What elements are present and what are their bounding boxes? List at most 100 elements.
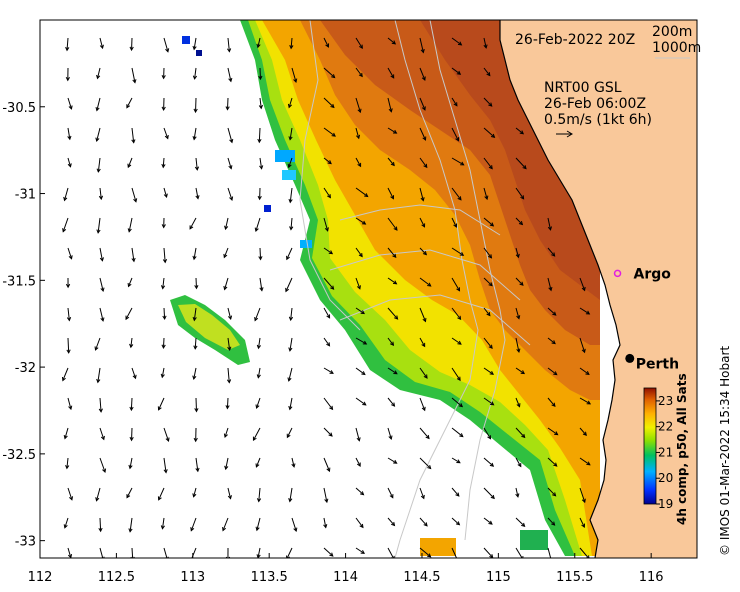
current-arrow-icon: [387, 307, 399, 320]
current-arrow-icon: [515, 367, 526, 375]
current-arrow-icon: [483, 247, 493, 259]
current-arrow-icon: [227, 67, 233, 83]
current-arrow-icon: [131, 367, 137, 380]
current-arrow-icon: [483, 307, 491, 317]
current-arrow-icon: [323, 217, 329, 232]
date-label: 26-Feb-2022 20Z: [515, 32, 635, 48]
current-arrow-icon: [323, 97, 335, 109]
current-arrow-icon: [226, 37, 232, 53]
current-arrow-icon: [67, 127, 72, 141]
current-arrow-icon: [355, 187, 369, 198]
current-arrow-icon: [483, 337, 493, 350]
current-arrow-icon: [95, 487, 101, 502]
current-arrow-icon: [419, 217, 426, 228]
current-arrow-icon: [66, 337, 71, 354]
current-arrow-icon: [483, 67, 491, 77]
current-arrow-icon: [515, 337, 521, 353]
current-arrow-icon: [451, 127, 460, 142]
current-arrow-icon: [515, 487, 520, 498]
current-arrow-icon: [67, 97, 73, 110]
current-arrow-icon: [323, 457, 331, 473]
current-arrow-icon: [579, 367, 590, 375]
current-arrow-icon: [547, 457, 558, 467]
current-arrow-icon: [451, 277, 461, 292]
current-arrow-icon: [515, 217, 524, 226]
current-arrow-icon: [355, 247, 363, 258]
current-arrow-icon: [323, 547, 334, 557]
current-arrow-icon: [163, 187, 168, 199]
current-arrow-icon: [419, 367, 428, 379]
current-arrow-icon: [189, 217, 197, 230]
current-arrow-icon: [63, 187, 69, 202]
current-arrow-icon: [323, 187, 331, 199]
current-arrow-icon: [579, 517, 586, 529]
current-arrow-icon: [193, 337, 198, 350]
current-arrow-icon: [291, 67, 298, 83]
current-arrow-icon: [547, 397, 556, 407]
current-arrow-icon: [515, 517, 526, 527]
bathymetry-contours: [299, 20, 531, 558]
current-arrow-icon: [483, 157, 493, 170]
current-arrow-icon: [163, 457, 168, 474]
current-arrow-icon: [419, 127, 427, 141]
colorbar-tick-label: 20: [658, 471, 673, 485]
current-arrow-icon: [515, 157, 527, 170]
current-arrow-icon: [387, 37, 397, 45]
current-arrow-icon: [160, 277, 166, 290]
current-arrow-icon: [286, 247, 293, 261]
current-arrow-icon: [99, 247, 104, 262]
current-arrow-icon: [355, 217, 367, 225]
current-arrow-icon: [67, 397, 73, 411]
current-arrow-icon: [161, 97, 166, 112]
current-arrow-icon: [483, 517, 493, 525]
current-arrow-icon: [419, 187, 425, 202]
x-axis: 112 112.5 113 113.5 114 114.5 115 115.5 116: [28, 553, 664, 585]
current-arrow-icon: [323, 67, 336, 79]
y-tick-label: -30.5: [2, 101, 36, 116]
current-arrow-icon: [291, 517, 298, 533]
current-arrow-icon: [579, 307, 591, 315]
current-arrow-icon: [515, 277, 524, 286]
perth-city-icon: [625, 353, 635, 363]
current-arrow-icon: [323, 397, 334, 411]
current-arrow-icon: [288, 127, 293, 141]
current-arrow-icon: [355, 547, 366, 554]
current-arrow-icon: [387, 487, 394, 499]
current-arrow-icon: [289, 217, 294, 231]
x-tick-label: 112.5: [98, 570, 135, 585]
current-arrow-icon: [387, 157, 395, 167]
current-arrow-icon: [355, 367, 366, 376]
current-arrow-icon: [288, 307, 294, 322]
x-tick-label: 116: [639, 570, 664, 585]
x-tick-label: 113.5: [251, 570, 288, 585]
current-arrow-icon: [355, 37, 363, 49]
current-arrow-icon: [419, 487, 425, 500]
current-arrow-icon: [547, 217, 552, 231]
current-arrow-icon: [256, 337, 261, 350]
current-arrow-icon: [547, 427, 559, 436]
current-arrow-icon: [323, 487, 329, 504]
current-arrow-icon: [227, 487, 232, 500]
current-arrow-icon: [67, 157, 72, 168]
current-arrow-icon: [223, 277, 229, 291]
current-product-title: NRT00 GSL: [544, 80, 622, 96]
current-arrow-icon: [99, 277, 105, 293]
current-arrow-icon: [419, 247, 428, 256]
argo-float-icon: [613, 269, 622, 278]
current-arrow-icon: [163, 37, 170, 53]
current-arrow-icon: [387, 187, 395, 200]
current-arrow-icon: [65, 67, 70, 82]
current-arrow-icon: [451, 427, 464, 438]
x-tick-label: 112: [28, 570, 53, 585]
current-arrow-icon: [226, 367, 232, 384]
current-arrow-icon: [192, 367, 197, 381]
current-arrow-icon: [419, 97, 426, 111]
current-arrow-icon: [483, 367, 495, 375]
current-arrow-icon: [160, 517, 165, 530]
current-arrow-icon: [225, 397, 230, 410]
current-arrow-icon: [193, 97, 198, 114]
current-arrow-icon: [547, 337, 556, 345]
current-arrow-icon: [255, 517, 261, 532]
current-arrow-icon: [291, 457, 296, 468]
y-tick-label: -31.5: [2, 274, 36, 289]
